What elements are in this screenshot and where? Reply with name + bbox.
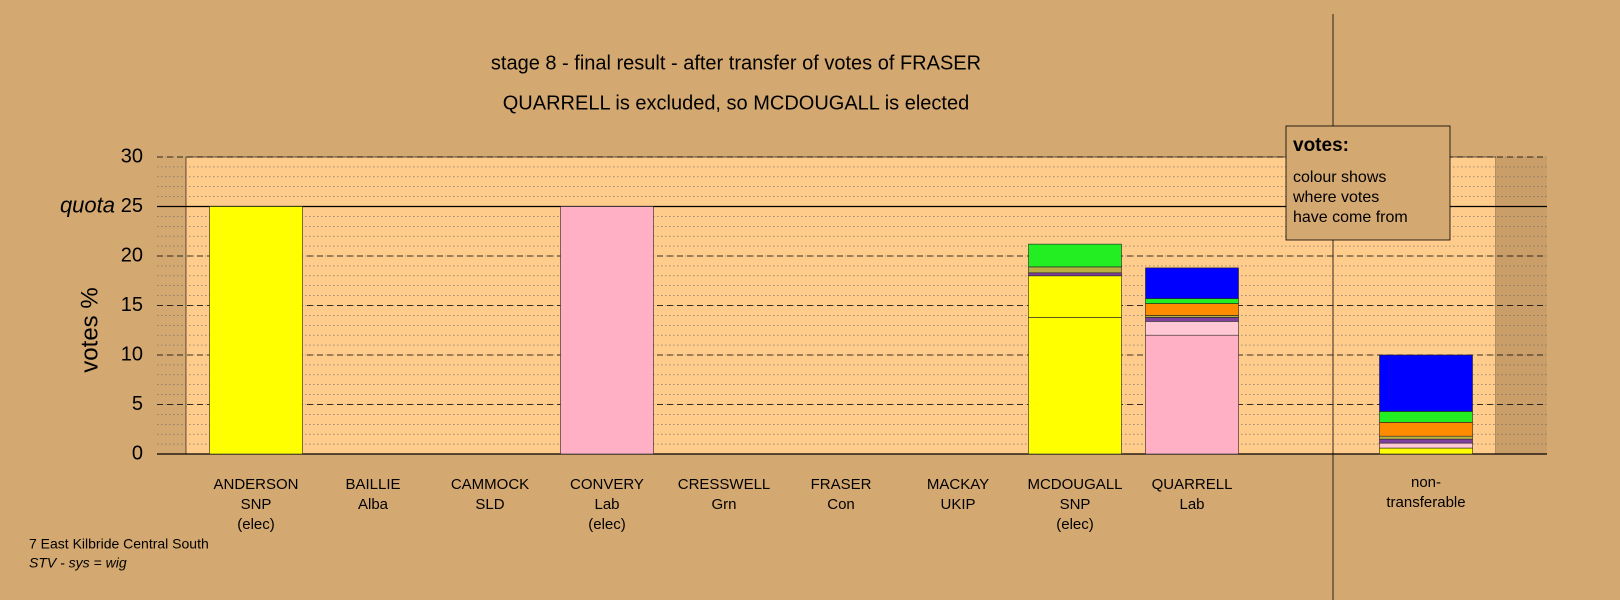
x-tick-label: (elec) [1056, 516, 1094, 533]
x-tick-label: Grn [711, 496, 736, 513]
y-tick-label: 10 [121, 343, 143, 365]
x-tick-label: FRASER [811, 476, 872, 493]
bar-segment [1145, 317, 1239, 322]
bar-segment [560, 206, 654, 455]
y-axis-label: votes % [76, 287, 103, 372]
legend-box [1285, 125, 1451, 241]
chart-subtitle: QUARRELL is excluded, so MCDOUGALL is el… [503, 92, 969, 114]
x-tick-label: ANDERSON [213, 476, 298, 493]
bar-segment [1145, 334, 1239, 455]
bar-segment [1379, 435, 1473, 440]
x-tick-label: MACKAY [927, 476, 989, 493]
bar-segment [1028, 243, 1122, 268]
bars [209, 206, 1473, 455]
y-tick-label: 15 [121, 294, 143, 316]
y-tick-label: 25 [121, 195, 143, 217]
x-tick-label: Lab [594, 496, 619, 513]
x-tick-label: BAILLIE [345, 476, 400, 493]
x-tick-label: SNP [1060, 496, 1091, 513]
legend-text: have come from [1293, 209, 1408, 226]
y-tick-label: 30 [121, 145, 143, 167]
x-tick-label: Alba [358, 496, 389, 513]
x-tick-label: QUARRELL [1152, 476, 1233, 493]
grid [157, 156, 1547, 455]
bar-segment [1379, 354, 1473, 412]
x-tick-label: SLD [475, 496, 504, 513]
chart-title: stage 8 - final result - after transfer … [491, 52, 981, 74]
y-tick-label: 5 [132, 393, 143, 415]
bar-segment [1379, 422, 1473, 437]
x-tick-label: CAMMOCK [451, 476, 529, 493]
bar-segment [1028, 275, 1122, 318]
x-tick-label: Lab [1179, 496, 1204, 513]
bar-segment [1145, 267, 1239, 299]
bar-segment [1028, 317, 1122, 455]
bar-segment [1028, 272, 1122, 277]
bar-segment [1379, 447, 1473, 455]
footer-text: STV - sys = wig [29, 555, 127, 571]
y-tick-label: 20 [121, 244, 143, 266]
bar-segment [1145, 321, 1239, 336]
x-tick-label: transferable [1386, 494, 1465, 511]
x-tick-label: (elec) [588, 516, 626, 533]
footer-text: 7 East Kilbride Central South [29, 536, 209, 552]
legend-text: where votes [1292, 189, 1379, 206]
legend-text: colour shows [1293, 169, 1386, 186]
bar-segment [1379, 442, 1473, 449]
legend-title: votes: [1293, 135, 1349, 156]
y-tick-label: 0 [132, 442, 143, 464]
x-tick-label: SNP [241, 496, 272, 513]
quota-label: quota [60, 192, 115, 217]
x-tick-label: non- [1411, 474, 1441, 491]
x-tick-label: CONVERY [570, 476, 644, 493]
x-tick-label: Con [827, 496, 855, 513]
bar-segment [1028, 266, 1122, 274]
bar-segment [1379, 411, 1473, 423]
bar-segment [1379, 438, 1473, 444]
x-tick-label: MCDOUGALL [1027, 476, 1122, 493]
x-tick-label: CRESSWELL [678, 476, 771, 493]
bar-segment [1145, 298, 1239, 304]
x-tick-label: (elec) [237, 516, 275, 533]
bar-segment [1145, 303, 1239, 316]
x-tick-label: UKIP [940, 496, 975, 513]
bar-segment [209, 206, 303, 455]
